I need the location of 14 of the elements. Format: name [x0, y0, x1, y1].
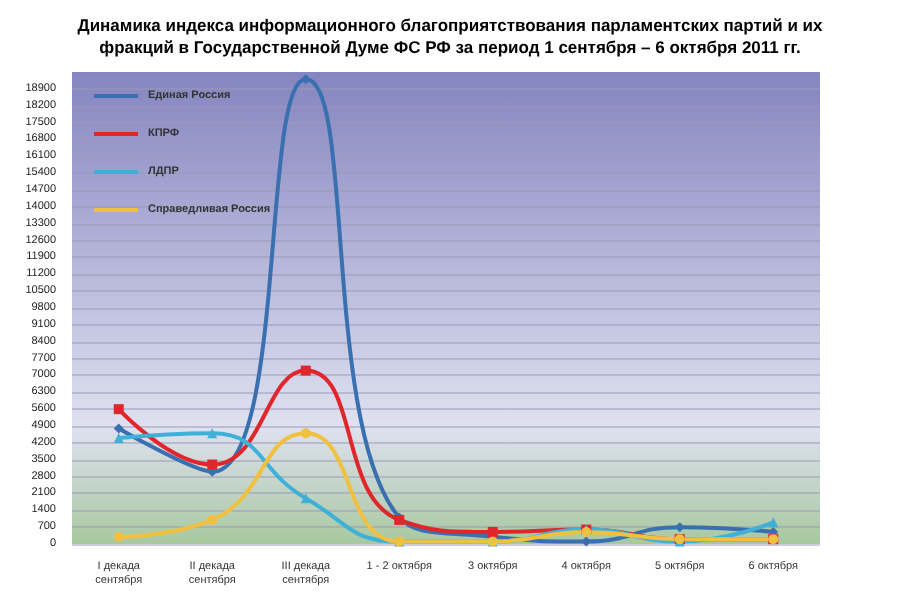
- point: [300, 74, 311, 85]
- point: [113, 531, 124, 542]
- point: [300, 428, 311, 439]
- point: [300, 365, 311, 376]
- chart-title: Динамика индекса информационного благоприятствования парламентских партий и их фракций в Государственной Думе ФС РФ за период 1 сентября – 6 октября 2011 гг.: [77, 15, 824, 57]
- point: [113, 433, 124, 444]
- point: [207, 428, 218, 439]
- point: [768, 517, 779, 528]
- point: [207, 459, 218, 470]
- point: [487, 526, 498, 537]
- point: [207, 514, 218, 525]
- point: [300, 493, 311, 504]
- point: [113, 423, 124, 434]
- point: [113, 404, 124, 415]
